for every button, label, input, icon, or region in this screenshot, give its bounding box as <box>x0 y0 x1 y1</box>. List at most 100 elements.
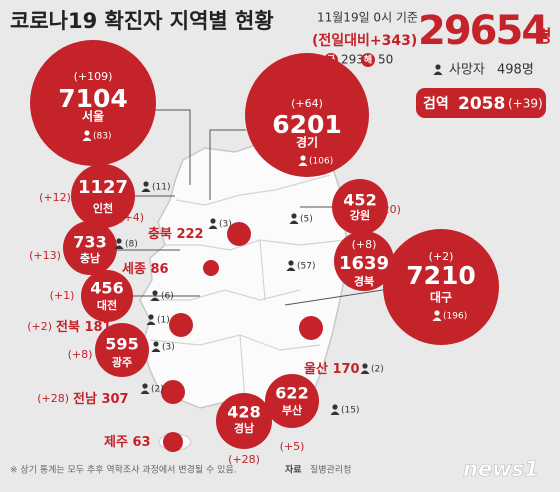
region-count: 170 <box>332 362 359 377</box>
region-name: 대구 <box>430 291 452 305</box>
region-count: 428 <box>227 403 260 422</box>
region-deaths: (196) <box>443 312 467 322</box>
region-change: (+109) <box>74 70 113 83</box>
region-change: (+2) <box>429 250 454 263</box>
deaths-label: 사망자 <box>449 63 485 78</box>
person-icon <box>141 188 151 192</box>
person-icon <box>140 390 150 394</box>
quarantine-change: (+39) <box>508 97 543 111</box>
person-icon <box>433 71 443 75</box>
region-name: 제주 <box>104 435 128 450</box>
region-circle <box>71 164 135 228</box>
region-name: 부산 <box>282 403 302 417</box>
footnote: ※ 상기 통계는 모두 추후 역학조사 과정에서 변경될 수 있음. <box>10 464 237 476</box>
person-icon <box>143 181 149 187</box>
person-icon <box>153 341 159 347</box>
region-name: 광주 <box>112 356 132 369</box>
person-icon <box>432 317 442 321</box>
person-icon <box>146 321 156 325</box>
region-count: 63 <box>132 435 150 450</box>
region-change: (+28) <box>37 392 69 405</box>
region-change: (+28) <box>228 453 260 466</box>
person-icon <box>362 363 368 369</box>
region-count: 452 <box>343 191 376 210</box>
region-circle <box>30 40 156 166</box>
region-change: (+1) <box>50 289 75 302</box>
region-change: (+5) <box>280 440 305 453</box>
person-icon <box>210 218 216 224</box>
region-dot <box>169 313 193 337</box>
quarantine-label: 검역 <box>423 95 449 112</box>
person-icon <box>289 220 299 224</box>
region-count: 86 <box>150 262 168 277</box>
region-deaths: (106) <box>309 157 333 167</box>
region-count: 7104 <box>58 84 128 113</box>
region-count: 1127 <box>78 177 128 198</box>
overseas: 50 <box>378 53 393 67</box>
deaths: 498명 <box>497 63 534 78</box>
region-circle <box>245 53 369 177</box>
region-dot <box>161 380 185 404</box>
region-deaths: (2) <box>371 365 384 375</box>
person-icon <box>152 290 158 296</box>
region-name: 울산 <box>304 361 328 377</box>
domestic: 293 <box>341 53 364 67</box>
person-icon <box>82 137 92 141</box>
region-circle <box>216 393 272 449</box>
region-count: 307 <box>101 392 128 407</box>
person-icon <box>435 64 441 70</box>
region-deaths: (1) <box>157 316 170 326</box>
region-name: 전남 <box>73 391 97 407</box>
region-label: 제주 63 <box>104 435 151 450</box>
leader-lines <box>117 109 384 306</box>
region-circle <box>95 323 149 377</box>
region-count: 622 <box>275 384 308 403</box>
title: 코로나19 확진자 지역별 현황 <box>10 9 274 33</box>
region-deaths: (8) <box>125 240 138 250</box>
region-change: (+8) <box>68 348 93 361</box>
region-name: 경남 <box>234 421 254 435</box>
region-deaths: (2) <box>151 385 164 395</box>
region-name: 경북 <box>354 274 374 288</box>
region-change: (+4) <box>119 211 144 224</box>
logo: news1 <box>463 457 539 482</box>
source-label: 자료 <box>285 464 302 476</box>
region-dot <box>163 432 183 452</box>
person-icon <box>286 267 296 271</box>
badge-text: 해 <box>364 54 372 66</box>
source: 질병관리청 <box>310 464 351 476</box>
region-name: 세종 <box>122 262 146 277</box>
badge <box>361 53 375 67</box>
region-circle <box>63 221 117 275</box>
region-deaths: (57) <box>297 262 315 272</box>
total-change: (전일대비+343) <box>312 32 417 49</box>
region-change: (+20) <box>369 203 401 216</box>
person-icon <box>291 213 297 219</box>
region-circle <box>334 231 394 291</box>
total-unit: 명 <box>536 27 552 47</box>
region-name: 강원 <box>350 208 370 222</box>
region-circle <box>383 229 499 345</box>
person-icon <box>151 348 161 352</box>
region-deaths: (3) <box>219 220 232 230</box>
region-change: (+12) <box>39 191 71 204</box>
region-deaths: (83) <box>93 132 111 142</box>
region-name: 인천 <box>93 201 113 215</box>
person-icon <box>298 162 308 166</box>
region-change: (+8) <box>352 238 377 251</box>
region-dot <box>227 222 251 246</box>
person-icon <box>330 411 340 415</box>
region-count: 7210 <box>406 261 476 290</box>
person-icon <box>84 130 90 136</box>
region-circle <box>265 374 319 428</box>
person-icon <box>150 297 160 301</box>
region-count: 733 <box>73 233 106 252</box>
region-count: 222 <box>176 227 203 242</box>
region-dot <box>299 316 323 340</box>
region-label: 충북 222 <box>148 226 204 242</box>
date: 11월19일 0시 기준 <box>317 11 418 25</box>
person-icon <box>360 370 370 374</box>
region-name: 충남 <box>80 251 100 265</box>
person-icon <box>332 404 338 410</box>
